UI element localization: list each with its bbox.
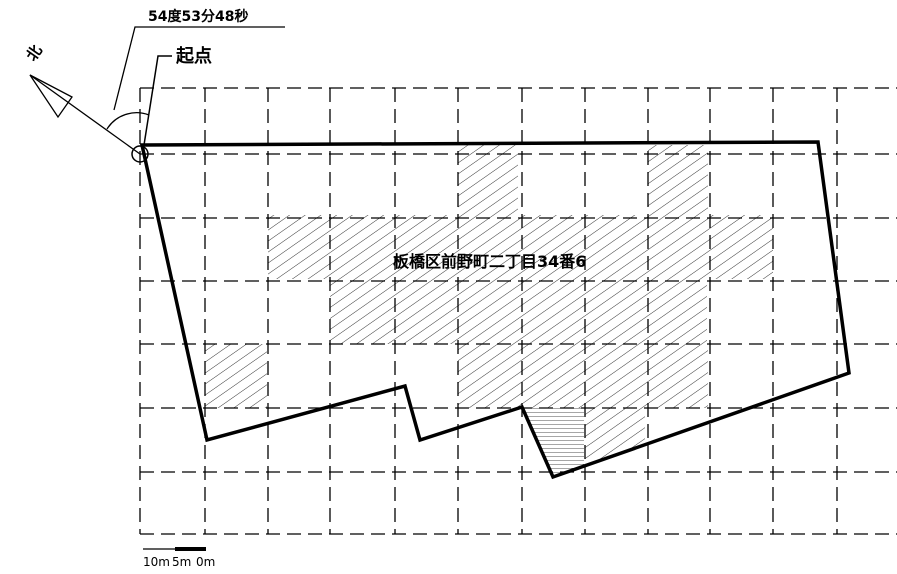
angle-leader (113, 26, 285, 111)
origin-leader (143, 55, 172, 146)
building-hatch (205, 145, 773, 477)
parcel-boundary (139, 140, 851, 480)
scale-bar: 10m 5m 0m (143, 547, 215, 569)
angle-label: 54度53分48秒 (148, 8, 248, 25)
origin-label: 起点 (175, 45, 212, 67)
angle-arc (106, 112, 150, 130)
scale-tick-label: 10m (143, 555, 170, 569)
scale-tick-label: 5m (172, 555, 191, 569)
parcel-label: 板橋区前野町二丁目34番6 (393, 252, 586, 271)
north-line (29, 74, 141, 155)
north-label: 北 (23, 42, 46, 65)
scale-tick-label: 0m (196, 555, 215, 569)
north-arrow-icon (29, 74, 73, 119)
origin-marker (131, 145, 149, 163)
